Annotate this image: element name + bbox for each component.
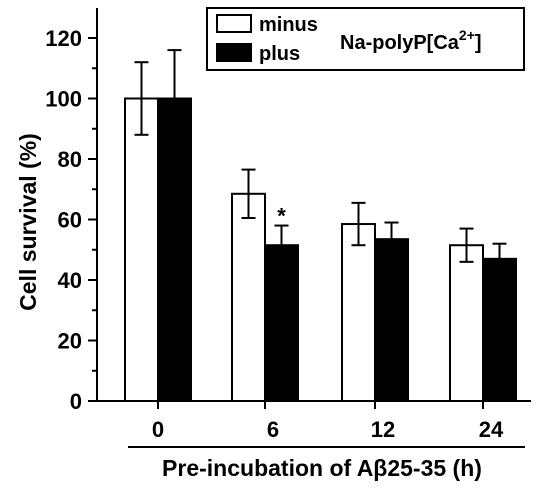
y-tick-label: 60 xyxy=(58,208,82,233)
x-tick-label: 12 xyxy=(371,417,395,442)
legend-label-plus: plus xyxy=(259,43,300,65)
y-tick-label: 0 xyxy=(70,389,82,414)
y-tick-label: 40 xyxy=(58,268,82,293)
plus-bar xyxy=(264,244,299,402)
y-tick-label: 20 xyxy=(58,329,82,354)
y-tick-label: 100 xyxy=(45,87,82,112)
legend-title-superscript: 2+ xyxy=(459,27,475,43)
x-tick-label: 24 xyxy=(479,417,504,442)
y-axis-ticks: 0 20 40 60 80 100 120 xyxy=(45,26,97,414)
plus-bar xyxy=(374,238,409,402)
significance-marker: * xyxy=(277,204,286,229)
y-axis-title: Cell survival (%) xyxy=(15,133,41,311)
x-tick-label: 0 xyxy=(152,417,164,442)
legend-swatch-plus xyxy=(216,43,252,62)
x-axis-ticks: 0 6 12 24 xyxy=(152,401,504,442)
legend: minus plus Na-polyP[Ca2+] xyxy=(206,7,525,71)
x-axis-title: Pre-incubation of Aβ25-35 (h) xyxy=(162,455,482,481)
x-tick-label: 6 xyxy=(267,417,279,442)
legend-swatch-minus xyxy=(216,14,252,33)
plus-bar xyxy=(482,257,517,403)
legend-label-minus: minus xyxy=(259,14,318,36)
legend-box xyxy=(206,7,525,71)
minus-bar xyxy=(341,223,376,402)
minus-bar xyxy=(124,97,159,402)
legend-title: Na-polyP[Ca2+] xyxy=(340,27,482,54)
y-tick-label: 80 xyxy=(58,147,82,172)
bar-series: * xyxy=(124,49,517,403)
minus-bar xyxy=(231,192,266,402)
y-tick-label: 120 xyxy=(45,26,82,51)
minus-bar xyxy=(449,244,484,402)
